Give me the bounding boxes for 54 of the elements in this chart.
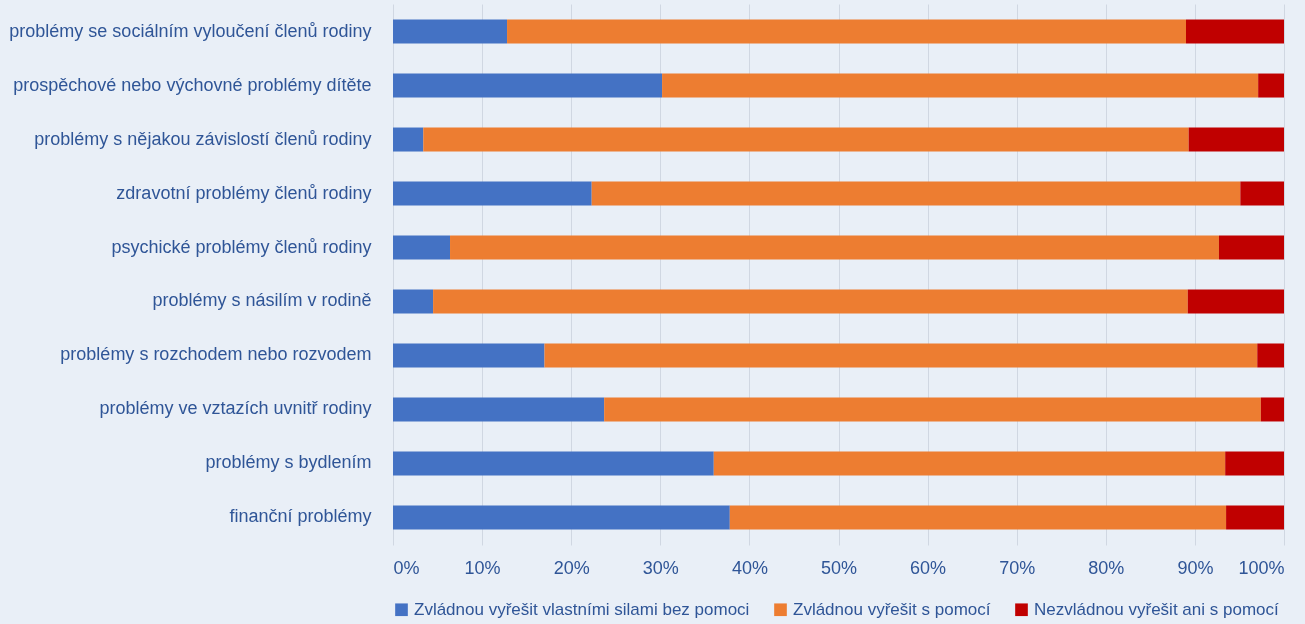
bar	[393, 343, 545, 368]
bar	[544, 343, 1258, 368]
x-tick-label: 80%	[1088, 557, 1125, 578]
bar	[1187, 289, 1284, 314]
y-tick-label: psychické problémy členů rodiny	[111, 236, 372, 257]
x-tick-label: 10%	[464, 557, 501, 578]
bar	[393, 73, 663, 98]
bar	[393, 127, 424, 152]
y-tick-label: problémy s bydlením	[205, 452, 372, 473]
bar	[713, 451, 1226, 476]
y-tick-label: problémy s násilím v rodině	[152, 290, 372, 311]
bar	[393, 397, 605, 422]
legend-label: Zvládnou vyřešit s pomocí	[793, 599, 991, 619]
bar	[662, 73, 1259, 98]
bar	[450, 235, 1219, 260]
bar	[729, 505, 1227, 530]
bar	[393, 451, 714, 476]
bar	[507, 19, 1186, 44]
bar	[393, 235, 451, 260]
bar	[1257, 343, 1284, 368]
legend-label: Zvládnou vyřešit vlastními silami bez pomoci	[414, 599, 750, 619]
y-tick-label: problémy s rozchodem nebo rozvodem	[60, 344, 372, 365]
y-tick-label: finanční problémy	[229, 506, 372, 527]
bar	[1218, 235, 1284, 260]
legend-label: Nezvládnou vyřešit ani s pomocí	[1034, 599, 1279, 619]
bar	[1258, 73, 1284, 98]
x-tick-label: 90%	[1177, 557, 1214, 578]
x-tick-label: 20%	[553, 557, 590, 578]
bar	[1188, 127, 1284, 152]
x-tick-label: 0%	[393, 557, 420, 578]
bar	[1226, 505, 1284, 530]
bar	[393, 505, 730, 530]
bar	[1185, 19, 1284, 44]
x-tick-label: 40%	[731, 557, 768, 578]
bar	[1225, 451, 1284, 476]
x-tick-label: 70%	[999, 557, 1036, 578]
y-tick-label: problémy se sociálním vyloučení členů rodiny	[9, 20, 372, 41]
bar	[423, 127, 1189, 152]
y-tick-label: problémy ve vztazích uvnitř rodiny	[99, 398, 372, 419]
bar	[604, 397, 1261, 422]
y-tick-label: zdravotní problémy členů rodiny	[116, 182, 372, 203]
x-tick-label: 100%	[1238, 557, 1285, 578]
bar	[393, 181, 592, 206]
bar	[1240, 181, 1284, 206]
y-tick-label: prospěchové nebo výchovné problémy dítěte	[13, 74, 372, 95]
bar	[393, 19, 508, 44]
bar	[591, 181, 1241, 206]
bar	[1260, 397, 1284, 422]
x-tick-label: 60%	[910, 557, 947, 578]
x-tick-label: 50%	[820, 557, 858, 578]
y-tick-label: problémy s nějakou závislostí členů rodiny	[34, 128, 372, 149]
bar	[433, 289, 1188, 314]
x-tick-label: 30%	[642, 557, 679, 578]
bar	[393, 289, 434, 314]
